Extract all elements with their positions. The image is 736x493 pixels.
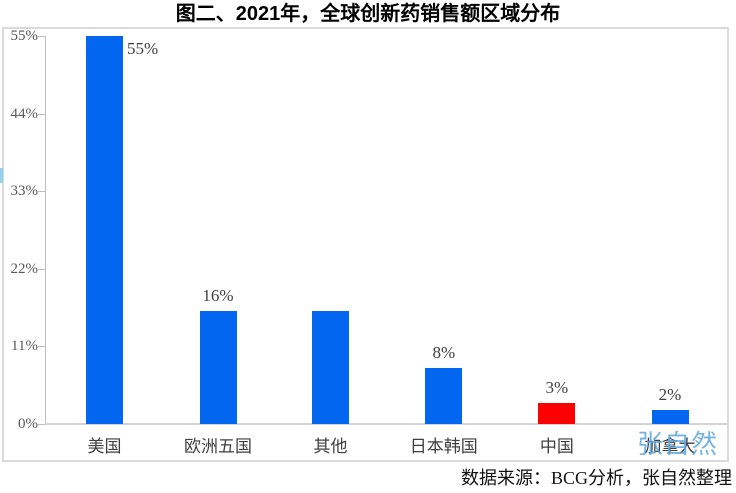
- chart-frame: 0% 11% 22% 33% 44% 55% 55% 美国 16% 欧洲五国 其他 8% 日本韩国 3% 中…: [2, 27, 729, 462]
- bar-others: [312, 311, 349, 424]
- y-axis-tick: [38, 424, 45, 425]
- category-label-china: 中国: [539, 437, 574, 456]
- chart-title: 图二、2021年，全球创新药销售额区域分布: [175, 3, 561, 25]
- y-axis-tick-label: 44%: [10, 105, 39, 122]
- y-axis-tick: [38, 346, 45, 348]
- data-label-europe-five: 16%: [202, 286, 234, 305]
- y-axis-tick: [38, 191, 45, 193]
- y-axis-tick-label: 55%: [10, 28, 39, 44]
- y-axis-tick-label: 0%: [18, 416, 38, 432]
- data-label-usa: 55%: [127, 39, 159, 58]
- bar-usa: [86, 36, 123, 424]
- y-axis-tick: [38, 113, 45, 115]
- bar-europe-five: [199, 311, 237, 424]
- left-edge-watermark-fragment: [0, 168, 3, 183]
- data-label-japan-korea: 8%: [432, 343, 456, 362]
- category-label-japan-korea: 日本韩国: [409, 437, 478, 456]
- y-axis-tick-label: 33%: [10, 183, 39, 200]
- data-label-china: 3%: [545, 378, 569, 397]
- category-label-usa: 美国: [87, 437, 122, 456]
- x-axis-line: [45, 423, 727, 425]
- category-label-europe-five: 欧洲五国: [184, 437, 252, 456]
- data-label-canada: 2%: [658, 385, 682, 404]
- bar-china: [538, 403, 576, 424]
- bar-japan-korea: [425, 368, 463, 424]
- category-label-canada: 加拿大: [644, 437, 696, 456]
- watermark-text: 张自然: [637, 430, 719, 459]
- y-axis-tick: [38, 36, 45, 37]
- source-note: 数据来源：BCG分析，张自然整理: [460, 468, 732, 488]
- y-axis-tick-label: 22%: [10, 260, 39, 277]
- bar-canada: [651, 410, 689, 424]
- y-axis-tick: [38, 268, 45, 270]
- y-axis-tick-label: 11%: [11, 338, 38, 355]
- category-label-others: 其他: [313, 437, 348, 456]
- y-axis-line: [45, 36, 46, 424]
